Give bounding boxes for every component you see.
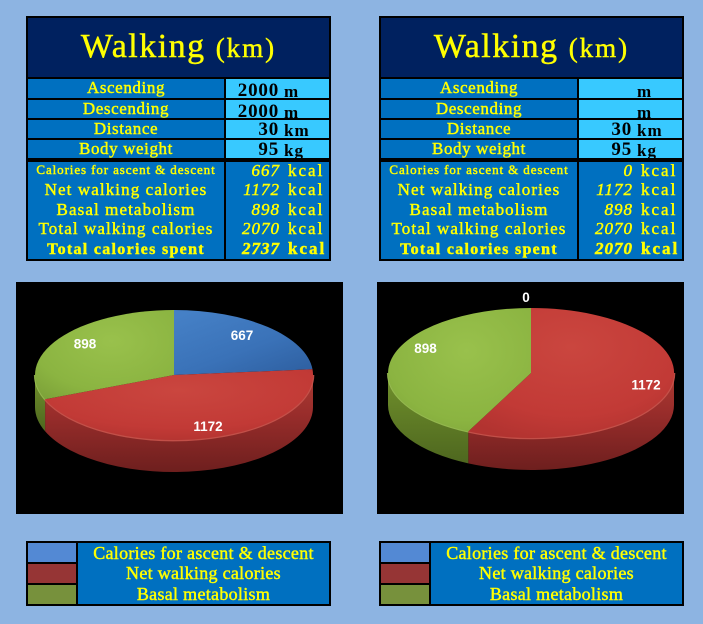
svg-text:898: 898 — [74, 337, 97, 352]
svg-text:1172: 1172 — [631, 378, 660, 393]
svg-text:898: 898 — [414, 341, 437, 356]
svg-text:1172: 1172 — [193, 419, 222, 434]
svg-text:667: 667 — [231, 328, 254, 343]
svg-text:0: 0 — [522, 290, 530, 305]
